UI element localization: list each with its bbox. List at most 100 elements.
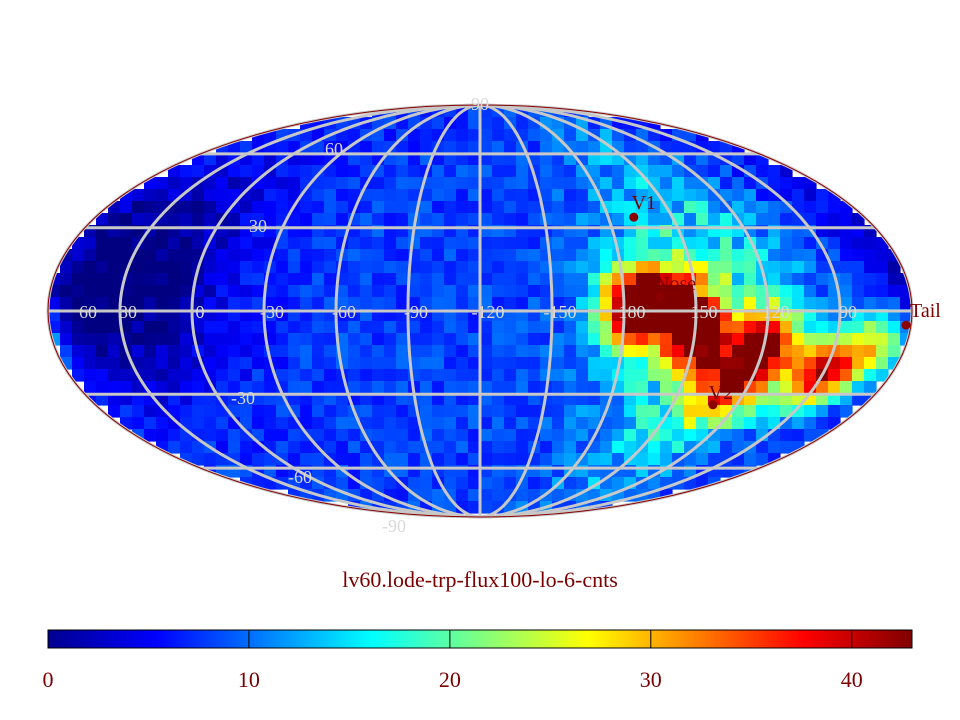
map-pixel (648, 165, 661, 178)
map-pixel (84, 273, 97, 286)
map-pixel (324, 261, 337, 274)
map-pixel (732, 441, 745, 454)
map-pixel (372, 405, 385, 418)
map-pixel (792, 321, 805, 334)
map-pixel (372, 357, 385, 370)
map-pixel (240, 333, 253, 346)
map-pixel (600, 297, 613, 310)
map-pixel (468, 129, 481, 142)
map-pixel (624, 273, 637, 286)
map-pixel (216, 237, 229, 250)
map-pixel (456, 357, 469, 370)
map-pixel (312, 429, 325, 442)
map-pixel (648, 273, 661, 286)
map-pixel (756, 453, 769, 466)
map-pixel (444, 321, 457, 334)
map-pixel (216, 381, 229, 394)
map-pixel (564, 417, 577, 430)
map-pixel (624, 381, 637, 394)
map-pixel (468, 249, 481, 262)
map-pixel (504, 381, 517, 394)
map-pixel (660, 453, 673, 466)
map-pixel (384, 321, 397, 334)
map-pixel (372, 381, 385, 394)
map-pixel (420, 261, 433, 274)
map-pixel (516, 453, 529, 466)
map-pixel (132, 201, 145, 214)
map-pixel (144, 345, 157, 358)
map-pixel (492, 249, 505, 262)
map-pixel (492, 345, 505, 358)
map-pixel (768, 441, 781, 454)
map-pixel (624, 261, 637, 274)
map-pixel (504, 321, 517, 334)
map-pixel (768, 333, 781, 346)
map-pixel (708, 249, 721, 262)
map-pixel (576, 369, 589, 382)
map-pixel (456, 201, 469, 214)
map-pixel (528, 417, 541, 430)
map-pixel (396, 441, 409, 454)
map-pixel (588, 153, 601, 166)
map-pixel (312, 153, 325, 166)
map-pixel (852, 249, 865, 262)
markers: V1 Nose V2 Tail (629, 192, 941, 410)
map-pixel (252, 261, 265, 274)
map-pixel (864, 357, 877, 370)
map-pixel (576, 141, 589, 154)
map-pixel (72, 261, 85, 274)
map-pixel (660, 273, 673, 286)
map-pixel (720, 249, 733, 262)
longitude-label: 120 (763, 302, 790, 322)
map-pixel (576, 477, 589, 490)
map-pixel (660, 429, 673, 442)
map-pixel (348, 177, 361, 190)
map-pixel (240, 453, 253, 466)
map-pixel (576, 333, 589, 346)
longitude-line (190, 103, 481, 519)
map-pixel (804, 261, 817, 274)
map-pixel (456, 273, 469, 286)
map-pixel (708, 453, 721, 466)
longitude-line (479, 103, 770, 519)
map-pixel (288, 237, 301, 250)
map-pixel (732, 417, 745, 430)
map-pixel (540, 165, 553, 178)
map-pixel (312, 453, 325, 466)
map-pixel (348, 189, 361, 202)
map-pixel (816, 189, 829, 202)
map-pixel (480, 441, 493, 454)
map-pixel (768, 213, 781, 226)
map-pixel (840, 261, 853, 274)
map-pixel (468, 357, 481, 370)
map-pixel (228, 273, 241, 286)
map-pixel (684, 381, 697, 394)
map-pixel (180, 189, 193, 202)
map-pixel (780, 357, 793, 370)
map-pixel (492, 153, 505, 166)
map-pixel (792, 381, 805, 394)
marker-dot (655, 292, 665, 302)
map-pixel (300, 393, 313, 406)
map-pixel (228, 213, 241, 226)
map-pixel (552, 237, 565, 250)
map-pixel (216, 369, 229, 382)
map-pixel (240, 261, 253, 274)
map-pixel (132, 345, 145, 358)
map-pixel (624, 285, 637, 298)
map-pixel (516, 357, 529, 370)
map-pixel (768, 201, 781, 214)
map-pixel (540, 177, 553, 190)
map-pixel (492, 201, 505, 214)
map-pixel (492, 381, 505, 394)
map-pixel (264, 405, 277, 418)
map-pixel (552, 153, 565, 166)
map-pixel (792, 345, 805, 358)
map-pixel (564, 369, 577, 382)
map-pixel (420, 417, 433, 430)
map-pixel (300, 237, 313, 250)
map-pixel (588, 141, 601, 154)
map-pixel (336, 285, 349, 298)
map-pixel (456, 441, 469, 454)
map-pixel (516, 321, 529, 334)
